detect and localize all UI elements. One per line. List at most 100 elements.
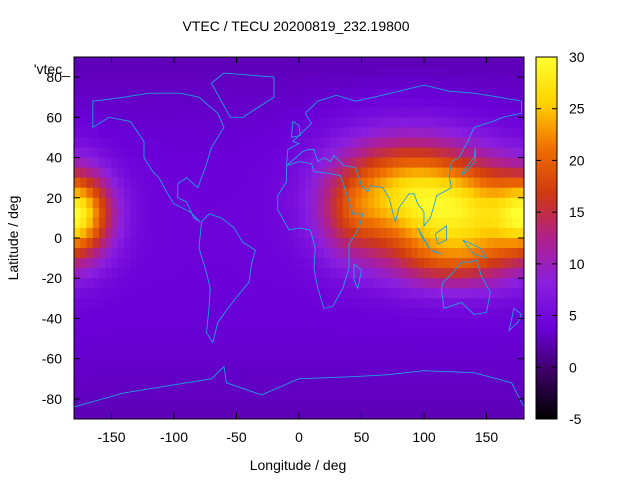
heatmap-cell bbox=[174, 97, 181, 108]
heatmap-cell bbox=[361, 278, 369, 289]
heatmap-cell bbox=[424, 378, 431, 390]
heatmap-cell bbox=[242, 388, 250, 400]
heatmap-cell bbox=[136, 197, 144, 209]
heatmap-cell bbox=[405, 77, 412, 88]
heatmap-cell bbox=[230, 187, 237, 199]
heatmap-cells bbox=[74, 57, 525, 420]
heatmap-cell bbox=[399, 238, 406, 249]
heatmap-cell bbox=[499, 147, 506, 158]
heatmap-cell bbox=[361, 328, 369, 339]
heatmap-cell bbox=[92, 268, 100, 279]
x-tick-label: -100 bbox=[160, 429, 188, 445]
heatmap-cell bbox=[436, 328, 444, 339]
heatmap-cell bbox=[74, 187, 81, 199]
heatmap-cell bbox=[324, 298, 331, 309]
heatmap-cell bbox=[417, 248, 425, 259]
heatmap-cell bbox=[449, 358, 456, 370]
heatmap-cell bbox=[330, 167, 337, 179]
heatmap-cell bbox=[436, 398, 444, 410]
heatmap-cell bbox=[274, 127, 281, 138]
heatmap-cell bbox=[255, 238, 262, 249]
heatmap-cell bbox=[80, 268, 87, 279]
heatmap-cell bbox=[517, 207, 525, 219]
heatmap-cell bbox=[349, 117, 356, 128]
heatmap-cell bbox=[224, 167, 231, 179]
heatmap-cell bbox=[324, 117, 331, 128]
heatmap-cell bbox=[130, 268, 137, 279]
heatmap-cell bbox=[286, 278, 294, 289]
heatmap-cell bbox=[211, 187, 219, 199]
heatmap-cell bbox=[386, 348, 394, 360]
heatmap-cell bbox=[455, 177, 462, 189]
heatmap-cell bbox=[342, 217, 350, 229]
heatmap-cell bbox=[111, 298, 119, 309]
heatmap-cell bbox=[486, 107, 494, 118]
heatmap-cell bbox=[311, 408, 319, 420]
heatmap-cell bbox=[405, 258, 412, 269]
heatmap-cell bbox=[236, 388, 244, 400]
heatmap-cell bbox=[374, 288, 381, 299]
heatmap-cell bbox=[317, 197, 325, 209]
heatmap-cell bbox=[417, 338, 425, 350]
heatmap-cell bbox=[261, 57, 269, 68]
heatmap-cell bbox=[417, 398, 425, 410]
heatmap-cell bbox=[355, 137, 362, 148]
heatmap-cell bbox=[342, 207, 350, 219]
heatmap-cell bbox=[417, 107, 425, 118]
heatmap-cell bbox=[349, 127, 356, 138]
heatmap-cell bbox=[305, 298, 312, 309]
heatmap-cell bbox=[149, 187, 156, 199]
heatmap-cell bbox=[299, 358, 306, 370]
heatmap-cell bbox=[361, 268, 369, 279]
heatmap-cell bbox=[424, 227, 431, 239]
heatmap-cell bbox=[411, 278, 419, 289]
heatmap-cell bbox=[286, 268, 294, 279]
heatmap-cell bbox=[267, 177, 275, 189]
heatmap-cell bbox=[117, 127, 125, 138]
heatmap-cell bbox=[505, 217, 512, 229]
heatmap-cell bbox=[180, 368, 187, 380]
heatmap-cell bbox=[449, 238, 456, 249]
chart-title: VTEC / TECU 20200819_232.19800 bbox=[182, 18, 409, 34]
heatmap-cell bbox=[286, 398, 294, 410]
heatmap-cell bbox=[205, 288, 212, 299]
heatmap-cell bbox=[430, 97, 437, 108]
heatmap-cell bbox=[155, 167, 162, 179]
heatmap-cell bbox=[430, 338, 437, 350]
heatmap-cell bbox=[461, 398, 469, 410]
coastline bbox=[286, 84, 522, 228]
heatmap-cell bbox=[311, 197, 319, 209]
heatmap-cell bbox=[511, 197, 519, 209]
heatmap-cell bbox=[136, 278, 144, 289]
heatmap-cell bbox=[455, 97, 462, 108]
heatmap-cell bbox=[467, 227, 475, 239]
heatmap-cell bbox=[505, 408, 512, 420]
heatmap-cell bbox=[180, 288, 187, 299]
heatmap-cell bbox=[317, 258, 325, 269]
heatmap-cell bbox=[367, 268, 375, 279]
heatmap-cell bbox=[317, 248, 325, 259]
heatmap-cell bbox=[511, 137, 519, 148]
heatmap-cell bbox=[305, 137, 312, 148]
heatmap-cell bbox=[430, 308, 437, 319]
heatmap-cell bbox=[186, 308, 194, 319]
heatmap-cell bbox=[230, 57, 237, 68]
heatmap-cell bbox=[399, 167, 406, 179]
heatmap-cell bbox=[424, 127, 431, 138]
heatmap-cell bbox=[505, 298, 512, 309]
heatmap-cell bbox=[292, 147, 300, 158]
heatmap-cell bbox=[311, 348, 319, 360]
heatmap-cell bbox=[311, 378, 319, 390]
heatmap-cell bbox=[286, 177, 294, 189]
heatmap-cell bbox=[374, 238, 381, 249]
heatmap-cell bbox=[255, 87, 262, 98]
heatmap-cell bbox=[292, 368, 300, 380]
heatmap-cell bbox=[99, 308, 106, 319]
heatmap-cell bbox=[205, 298, 212, 309]
heatmap-cell bbox=[136, 298, 144, 309]
heatmap-cell bbox=[161, 268, 169, 279]
heatmap-cell bbox=[417, 157, 425, 169]
heatmap-cell bbox=[311, 167, 319, 179]
heatmap-cell bbox=[317, 57, 325, 68]
heatmap-cell bbox=[86, 107, 94, 118]
